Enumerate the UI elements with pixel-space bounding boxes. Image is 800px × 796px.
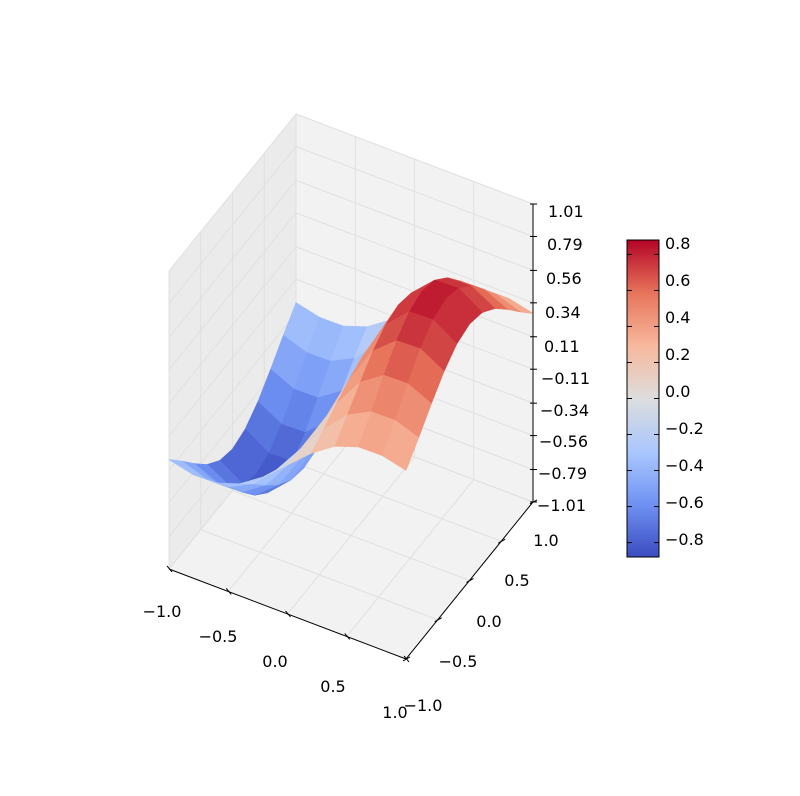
colorbar-tick-marks — [627, 253, 659, 544]
wall-grid-line — [168, 146, 297, 304]
wall-grid-line — [295, 146, 534, 237]
z-tick-label: 0.79 — [547, 235, 583, 254]
wall-grid-line — [168, 246, 297, 405]
z-tick-label: −0.34 — [540, 401, 589, 420]
z-axis-tick-labels: 1.01 0.79 0.56 0.34 0.11 −0.11 −0.34 −0.… — [537, 202, 590, 515]
y-tick-label: 0.0 — [476, 612, 501, 631]
y-tick-label: 0.5 — [504, 571, 529, 590]
wall-grid-line — [168, 312, 297, 471]
colorbar-gradient — [626, 239, 660, 558]
z-tick-label: −0.11 — [541, 369, 590, 388]
wall-grid-line — [168, 212, 297, 371]
colorbar-tick-label: −0.2 — [665, 419, 704, 438]
z-tick-label: 1.01 — [548, 202, 584, 221]
x-tick-mark — [403, 655, 410, 663]
wall-grid-line — [295, 212, 534, 304]
z-tick-label: −1.01 — [537, 496, 586, 515]
z-tick-label: 0.34 — [545, 303, 581, 322]
colorbar-tick-label: 0.6 — [665, 271, 690, 290]
wall-grid-line — [295, 113, 534, 205]
y-tick-label: −0.5 — [439, 652, 478, 671]
floor-grid-line — [346, 479, 475, 637]
colorbar-tick-label: −0.6 — [665, 493, 704, 512]
colorbar: 0.8 0.6 0.4 0.2 0.0 −0.2 −0.4 −0.6 −0.8 — [626, 234, 704, 558]
x-tick-mark — [344, 633, 351, 640]
z-tick-label: 0.56 — [546, 269, 582, 288]
y-tick-mark — [466, 578, 474, 583]
y-tick-label: 1.0 — [533, 531, 558, 550]
colorbar-tick-label: −0.8 — [665, 530, 704, 549]
colorbar-tick-label: 0.8 — [665, 234, 690, 253]
y-tick-mark — [434, 617, 442, 623]
y-axis-tick-labels: −1.0 −0.5 0.0 0.5 1.0 — [404, 531, 559, 715]
wall-grid-line — [295, 179, 534, 271]
tick-marks — [166, 203, 538, 663]
z-tick-label: −0.56 — [539, 432, 588, 451]
surface-plot — [168, 277, 534, 496]
x-tick-label: 0.5 — [320, 677, 345, 696]
x-tick-mark — [285, 610, 291, 618]
x-tick-mark — [166, 565, 173, 573]
colorbar-tick-label: 0.2 — [665, 345, 690, 364]
wall-grid-line — [168, 113, 297, 272]
y-tick-mark — [498, 538, 506, 544]
x-tick-label: 0.0 — [262, 652, 287, 671]
x-tick-label: 1.0 — [382, 703, 407, 722]
colorbar-tick-label: 0.0 — [665, 382, 690, 401]
z-tick-label: 0.11 — [544, 337, 580, 356]
wall-grid-line — [168, 278, 297, 437]
floor-grid-line — [232, 490, 470, 581]
x-tick-label: −1.0 — [143, 602, 182, 621]
z-tick-label: −0.79 — [538, 464, 587, 483]
x-axis-tick-labels: −1.0 −0.5 0.0 0.5 1.0 — [143, 602, 408, 722]
colorbar-tick-label: 0.4 — [665, 308, 690, 327]
colorbar-tick-label: −0.4 — [665, 456, 704, 475]
y-tick-label: −1.0 — [404, 696, 443, 715]
wall-grid-line — [168, 180, 297, 338]
x-tick-mark — [225, 588, 232, 595]
x-tick-label: −0.5 — [199, 627, 238, 646]
surface-patch — [381, 419, 420, 471]
